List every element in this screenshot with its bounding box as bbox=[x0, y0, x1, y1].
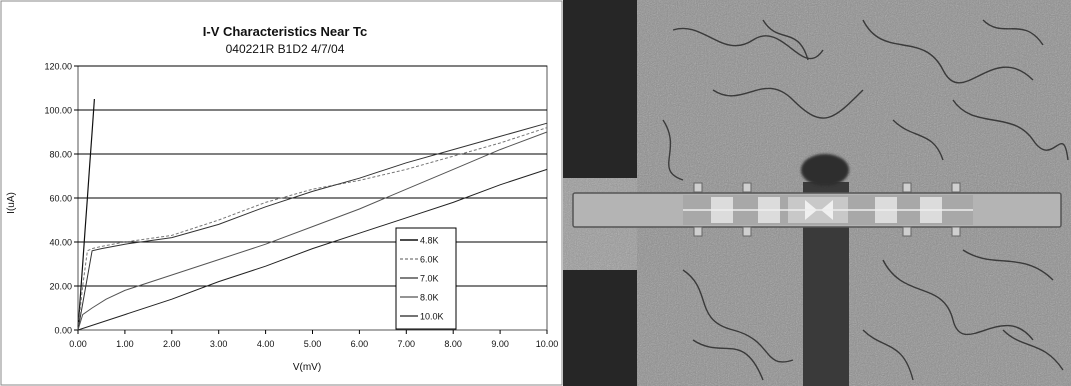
x-tick-label: 6.00 bbox=[351, 339, 369, 349]
x-tick-label: 0.00 bbox=[69, 339, 87, 349]
x-axis-label: V(mV) bbox=[293, 362, 321, 373]
x-tick-label: 2.00 bbox=[163, 339, 181, 349]
micrograph-image bbox=[563, 0, 1071, 386]
y-axis-label: I(uA) bbox=[6, 192, 17, 214]
series-line-4.8K bbox=[77, 98, 95, 331]
x-tick-label: 8.00 bbox=[444, 339, 462, 349]
x-tick-label: 1.00 bbox=[116, 339, 134, 349]
iv-chart-panel: I-V Characteristics Near Tc 040221R B1D2… bbox=[0, 0, 563, 386]
legend-label: 8.0K bbox=[420, 293, 439, 303]
x-tick-label: 7.00 bbox=[398, 339, 416, 349]
legend-label: 4.8K bbox=[420, 236, 439, 246]
y-tick-label: 0.00 bbox=[54, 326, 72, 336]
series-line-10.0K bbox=[77, 168, 548, 331]
y-tick-label: 40.00 bbox=[49, 238, 72, 248]
series-line-8.0K bbox=[77, 131, 548, 331]
y-tick-label: 100.00 bbox=[44, 106, 72, 116]
series-line-7.0K bbox=[77, 122, 548, 331]
chart-subtitle: 040221R B1D2 4/7/04 bbox=[226, 42, 345, 56]
x-tick-label: 9.00 bbox=[491, 339, 509, 349]
legend-label: 10.0K bbox=[420, 312, 444, 322]
x-tick-label: 10.00 bbox=[536, 339, 559, 349]
y-tick-label: 60.00 bbox=[49, 194, 72, 204]
legend-label: 6.0K bbox=[420, 255, 439, 265]
y-tick-label: 120.00 bbox=[44, 62, 72, 72]
x-tick-label: 5.00 bbox=[304, 339, 322, 349]
center-lead-tip bbox=[801, 154, 849, 186]
y-tick-label: 20.00 bbox=[49, 282, 72, 292]
plot-area: 0.00 20.00 40.00 60.00 80.00 100.00 120.00 0.00… bbox=[44, 62, 558, 350]
y-tick-label: 80.00 bbox=[49, 150, 72, 160]
x-tick-label: 4.00 bbox=[257, 339, 275, 349]
series-line-6.0K bbox=[77, 127, 548, 331]
legend-label: 7.0K bbox=[420, 274, 439, 284]
x-tick-label: 3.00 bbox=[210, 339, 228, 349]
surface-scratches bbox=[662, 19, 1069, 381]
iv-chart: I-V Characteristics Near Tc 040221R B1D2… bbox=[0, 0, 563, 386]
contact-tabs bbox=[693, 182, 961, 237]
device-micrograph bbox=[563, 0, 1071, 386]
chart-title: I-V Characteristics Near Tc bbox=[203, 24, 368, 39]
